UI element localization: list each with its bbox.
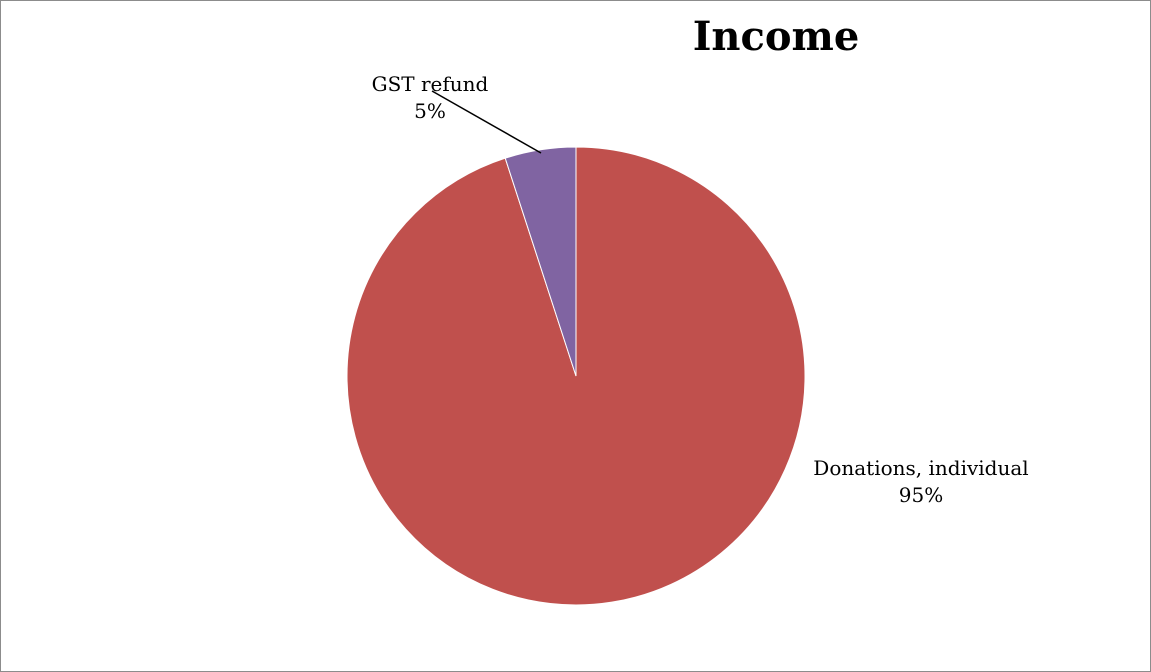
pie-slice-gst-refund: [504, 146, 577, 377]
leader-line: [431, 90, 542, 154]
slice-percent-label: 95%: [899, 483, 943, 507]
slice-percent-label: 5%: [414, 99, 446, 123]
chart-title: Income: [693, 13, 860, 60]
slice-category-label: GST refund: [372, 72, 489, 96]
slice-category-label: Donations, individual: [813, 456, 1028, 480]
slice-labels: Donations, individual 95% GST refund 5%: [372, 72, 1029, 507]
pie-slices: [346, 146, 806, 606]
